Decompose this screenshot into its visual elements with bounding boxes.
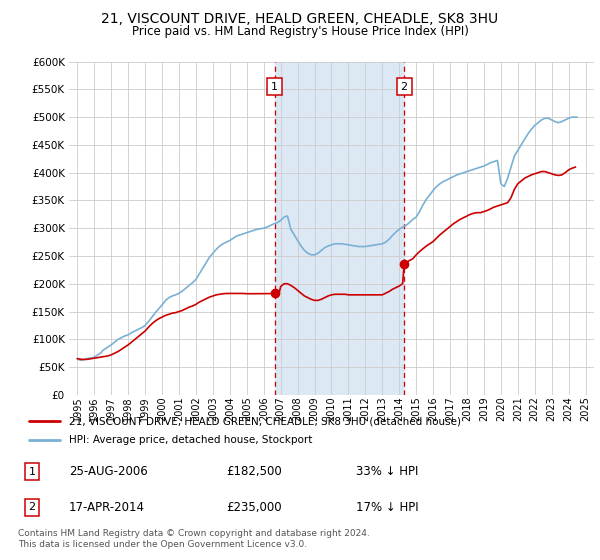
Bar — [275, 62, 404, 395]
Text: Price paid vs. HM Land Registry's House Price Index (HPI): Price paid vs. HM Land Registry's House … — [131, 25, 469, 38]
Text: 21, VISCOUNT DRIVE, HEALD GREEN, CHEADLE, SK8 3HU: 21, VISCOUNT DRIVE, HEALD GREEN, CHEADLE… — [101, 12, 499, 26]
Text: 1: 1 — [271, 82, 278, 92]
Text: 25-AUG-2006: 25-AUG-2006 — [69, 465, 148, 478]
Text: 2: 2 — [29, 502, 35, 512]
Text: 17-APR-2014: 17-APR-2014 — [69, 501, 145, 514]
Text: 1: 1 — [29, 466, 35, 477]
Text: 33% ↓ HPI: 33% ↓ HPI — [356, 465, 419, 478]
Text: 2: 2 — [401, 82, 408, 92]
Text: HPI: Average price, detached house, Stockport: HPI: Average price, detached house, Stoc… — [69, 435, 312, 445]
Text: 21, VISCOUNT DRIVE, HEALD GREEN, CHEADLE, SK8 3HU (detached house): 21, VISCOUNT DRIVE, HEALD GREEN, CHEADLE… — [69, 417, 461, 426]
Text: £182,500: £182,500 — [227, 465, 283, 478]
Text: 17% ↓ HPI: 17% ↓ HPI — [356, 501, 419, 514]
Text: Contains HM Land Registry data © Crown copyright and database right 2024.
This d: Contains HM Land Registry data © Crown c… — [18, 529, 370, 549]
Text: £235,000: £235,000 — [227, 501, 283, 514]
